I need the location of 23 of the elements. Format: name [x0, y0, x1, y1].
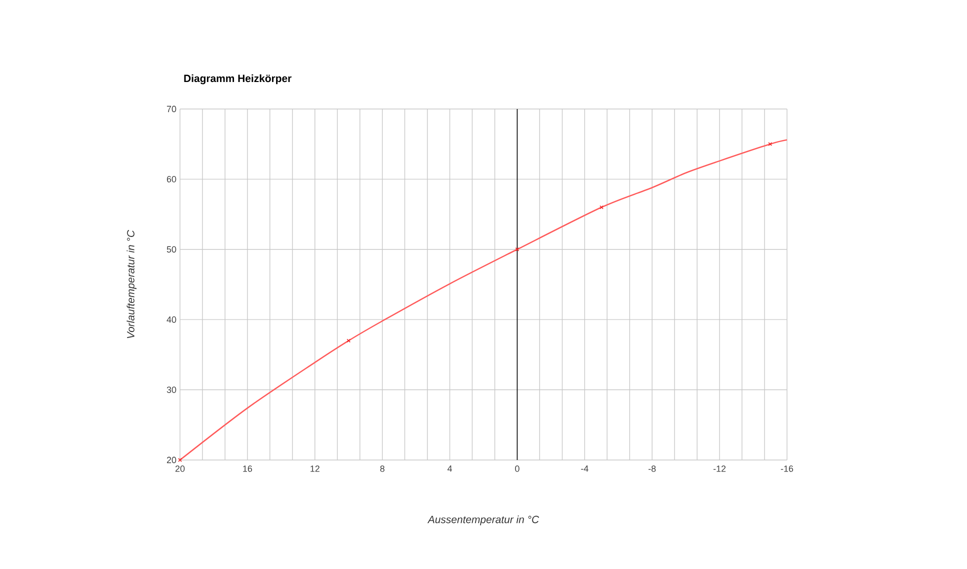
- x-tick-label: 12: [310, 466, 320, 472]
- x-tick-label: -16: [780, 466, 794, 472]
- x-tick-label: -12: [713, 466, 726, 472]
- y-tick-label: 30: [166, 386, 176, 393]
- x-tick-label: -4: [581, 466, 588, 472]
- x-tick-label: -8: [648, 466, 656, 472]
- x-tick-label: 4: [447, 466, 452, 472]
- y-tick-label: 50: [166, 246, 176, 253]
- point: [178, 458, 182, 462]
- y-tick-label: 20: [166, 456, 176, 464]
- x-tick-label: 0: [515, 466, 520, 472]
- x-tick-label: 20: [175, 466, 185, 472]
- x-axis-title: Aussentemperatur in °C: [427, 516, 540, 526]
- y-tick-label: 70: [166, 106, 176, 112]
- x-tick-label: 8: [380, 466, 384, 472]
- y-tick-label: 40: [166, 316, 176, 323]
- y-tick-label: 60: [166, 176, 176, 182]
- y-axis-title: Vorlauftemperatur in °C: [126, 230, 136, 338]
- chart-title: Diagramm Heizkörper: [184, 74, 292, 84]
- x-tick-label: 16: [243, 466, 252, 472]
- point: [768, 142, 772, 146]
- point: [346, 338, 351, 343]
- line-series: [180, 139, 787, 460]
